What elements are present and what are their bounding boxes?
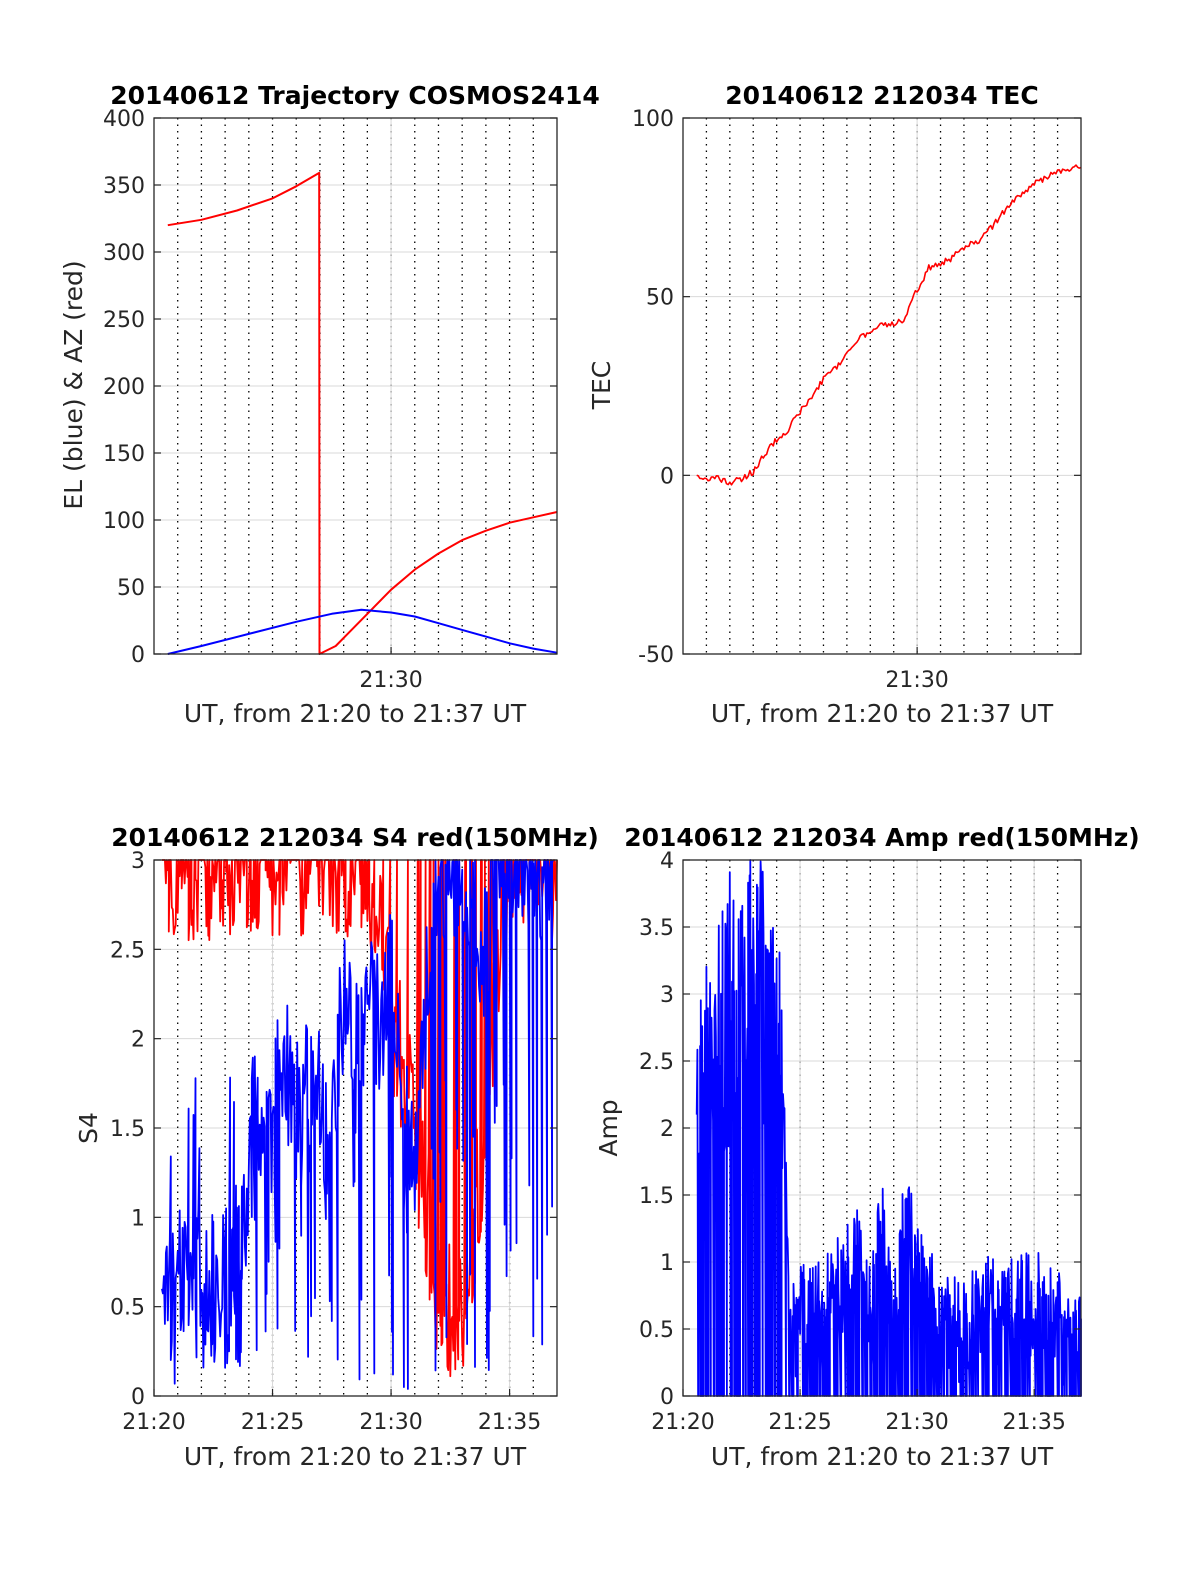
amp-plot-lines (695, 859, 1082, 1397)
tec-tick-labels: -50 0 50 100 21:30 (632, 107, 1081, 693)
tec-title: 20140612 212034 TEC (725, 81, 1038, 110)
s4-xlabel: UT, from 21:20 to 21:37 UT (184, 1442, 527, 1471)
trajectory-tick-labels: 0 50 100 150 200 250 300 350 400 21:30 (103, 107, 557, 693)
y-tick-label: 250 (103, 308, 145, 333)
tec-ylabel: TEC (587, 361, 616, 411)
y-tick-label: 3.5 (639, 916, 674, 941)
x-tick-label: 21:20 (651, 1410, 714, 1435)
x-tick-label: 21:25 (241, 1410, 304, 1435)
el-line (167, 608, 558, 655)
s4-panel: 0 0.5 1 1.5 2 2.5 3 21:20 21:25 21:30 21:35 201406… (74, 823, 599, 1471)
y-tick-label: 100 (632, 107, 674, 132)
x-tick-label: 21:20 (122, 1410, 185, 1435)
x-tick-label: 21:30 (885, 1410, 948, 1435)
x-tick-label: 21:30 (359, 668, 422, 693)
y-tick-label: 0 (131, 1385, 145, 1410)
amp-title: 20140612 212034 Amp red(150MHz) (624, 823, 1140, 852)
s4-blue-line (161, 859, 554, 1390)
y-tick-label: 1.5 (110, 1117, 145, 1142)
tec-panel: -50 0 50 100 21:30 20140612 212034 TEC UT, f… (587, 81, 1082, 728)
trajectory-ylabel: EL (blue) & AZ (red) (59, 260, 88, 509)
y-tick-label: 1 (660, 1251, 674, 1276)
amp-xlabel: UT, from 21:20 to 21:37 UT (711, 1442, 1054, 1471)
y-tick-label: 0 (660, 464, 674, 489)
tec-plot-lines (696, 164, 1082, 486)
y-tick-label: 100 (103, 509, 145, 534)
trajectory-panel: 0 50 100 150 200 250 300 350 400 21:30 20140612 T… (59, 81, 600, 728)
y-tick-label: 0 (131, 643, 145, 668)
s4-tick-labels: 0 0.5 1 1.5 2 2.5 3 21:20 21:25 21:30 21:35 (110, 849, 557, 1435)
x-tick-label: 21:35 (1002, 1410, 1065, 1435)
y-tick-label: 0.5 (639, 1318, 674, 1343)
s4-title: 20140612 212034 S4 red(150MHz) (111, 823, 599, 852)
tec-xlabel: UT, from 21:20 to 21:37 UT (711, 699, 1054, 728)
y-tick-label: 1.5 (639, 1184, 674, 1209)
x-tick-label: 21:35 (478, 1410, 541, 1435)
amp-panel: 0 0.5 1 1.5 2 2.5 3 3.5 4 21:20 21:25 21:30 21:35 20… (594, 823, 1140, 1471)
amp-tick-labels: 0 0.5 1 1.5 2 2.5 3 3.5 4 21:20 21:25 21:30 21:35 (639, 849, 1081, 1435)
trajectory-grid (154, 117, 557, 655)
tec-grid (683, 117, 1081, 655)
x-tick-label: 21:25 (768, 1410, 831, 1435)
y-tick-label: 1 (131, 1206, 145, 1231)
amp-ylabel: Amp (594, 1099, 623, 1156)
y-tick-label: 0.5 (110, 1296, 145, 1321)
trajectory-xlabel: UT, from 21:20 to 21:37 UT (184, 699, 527, 728)
az-line (167, 171, 558, 655)
y-tick-label: 50 (117, 576, 145, 601)
y-tick-label: 150 (103, 442, 145, 467)
y-tick-label: -50 (638, 643, 674, 668)
tec-axes-box (682, 117, 1082, 655)
y-tick-label: 2 (131, 1028, 145, 1053)
y-tick-label: 2 (660, 1117, 674, 1142)
y-tick-label: 50 (646, 286, 674, 311)
y-tick-label: 200 (103, 375, 145, 400)
y-tick-label: 4 (660, 849, 674, 874)
amp-line (695, 859, 1082, 1397)
x-tick-label: 21:30 (885, 668, 948, 693)
y-tick-label: 0 (660, 1385, 674, 1410)
y-tick-label: 2.5 (110, 938, 145, 963)
y-tick-label: 3 (131, 849, 145, 874)
s4-ylabel: S4 (74, 1112, 103, 1144)
x-tick-label: 21:30 (359, 1410, 422, 1435)
y-tick-label: 3 (660, 983, 674, 1008)
y-tick-label: 300 (103, 241, 145, 266)
y-tick-label: 2.5 (639, 1050, 674, 1075)
y-tick-label: 350 (103, 174, 145, 199)
trajectory-plot-lines (167, 171, 558, 655)
trajectory-title: 20140612 Trajectory COSMOS2414 (110, 81, 600, 110)
y-tick-label: 400 (103, 107, 145, 132)
s4-plot-lines (161, 859, 558, 1390)
tec-line (696, 164, 1082, 486)
